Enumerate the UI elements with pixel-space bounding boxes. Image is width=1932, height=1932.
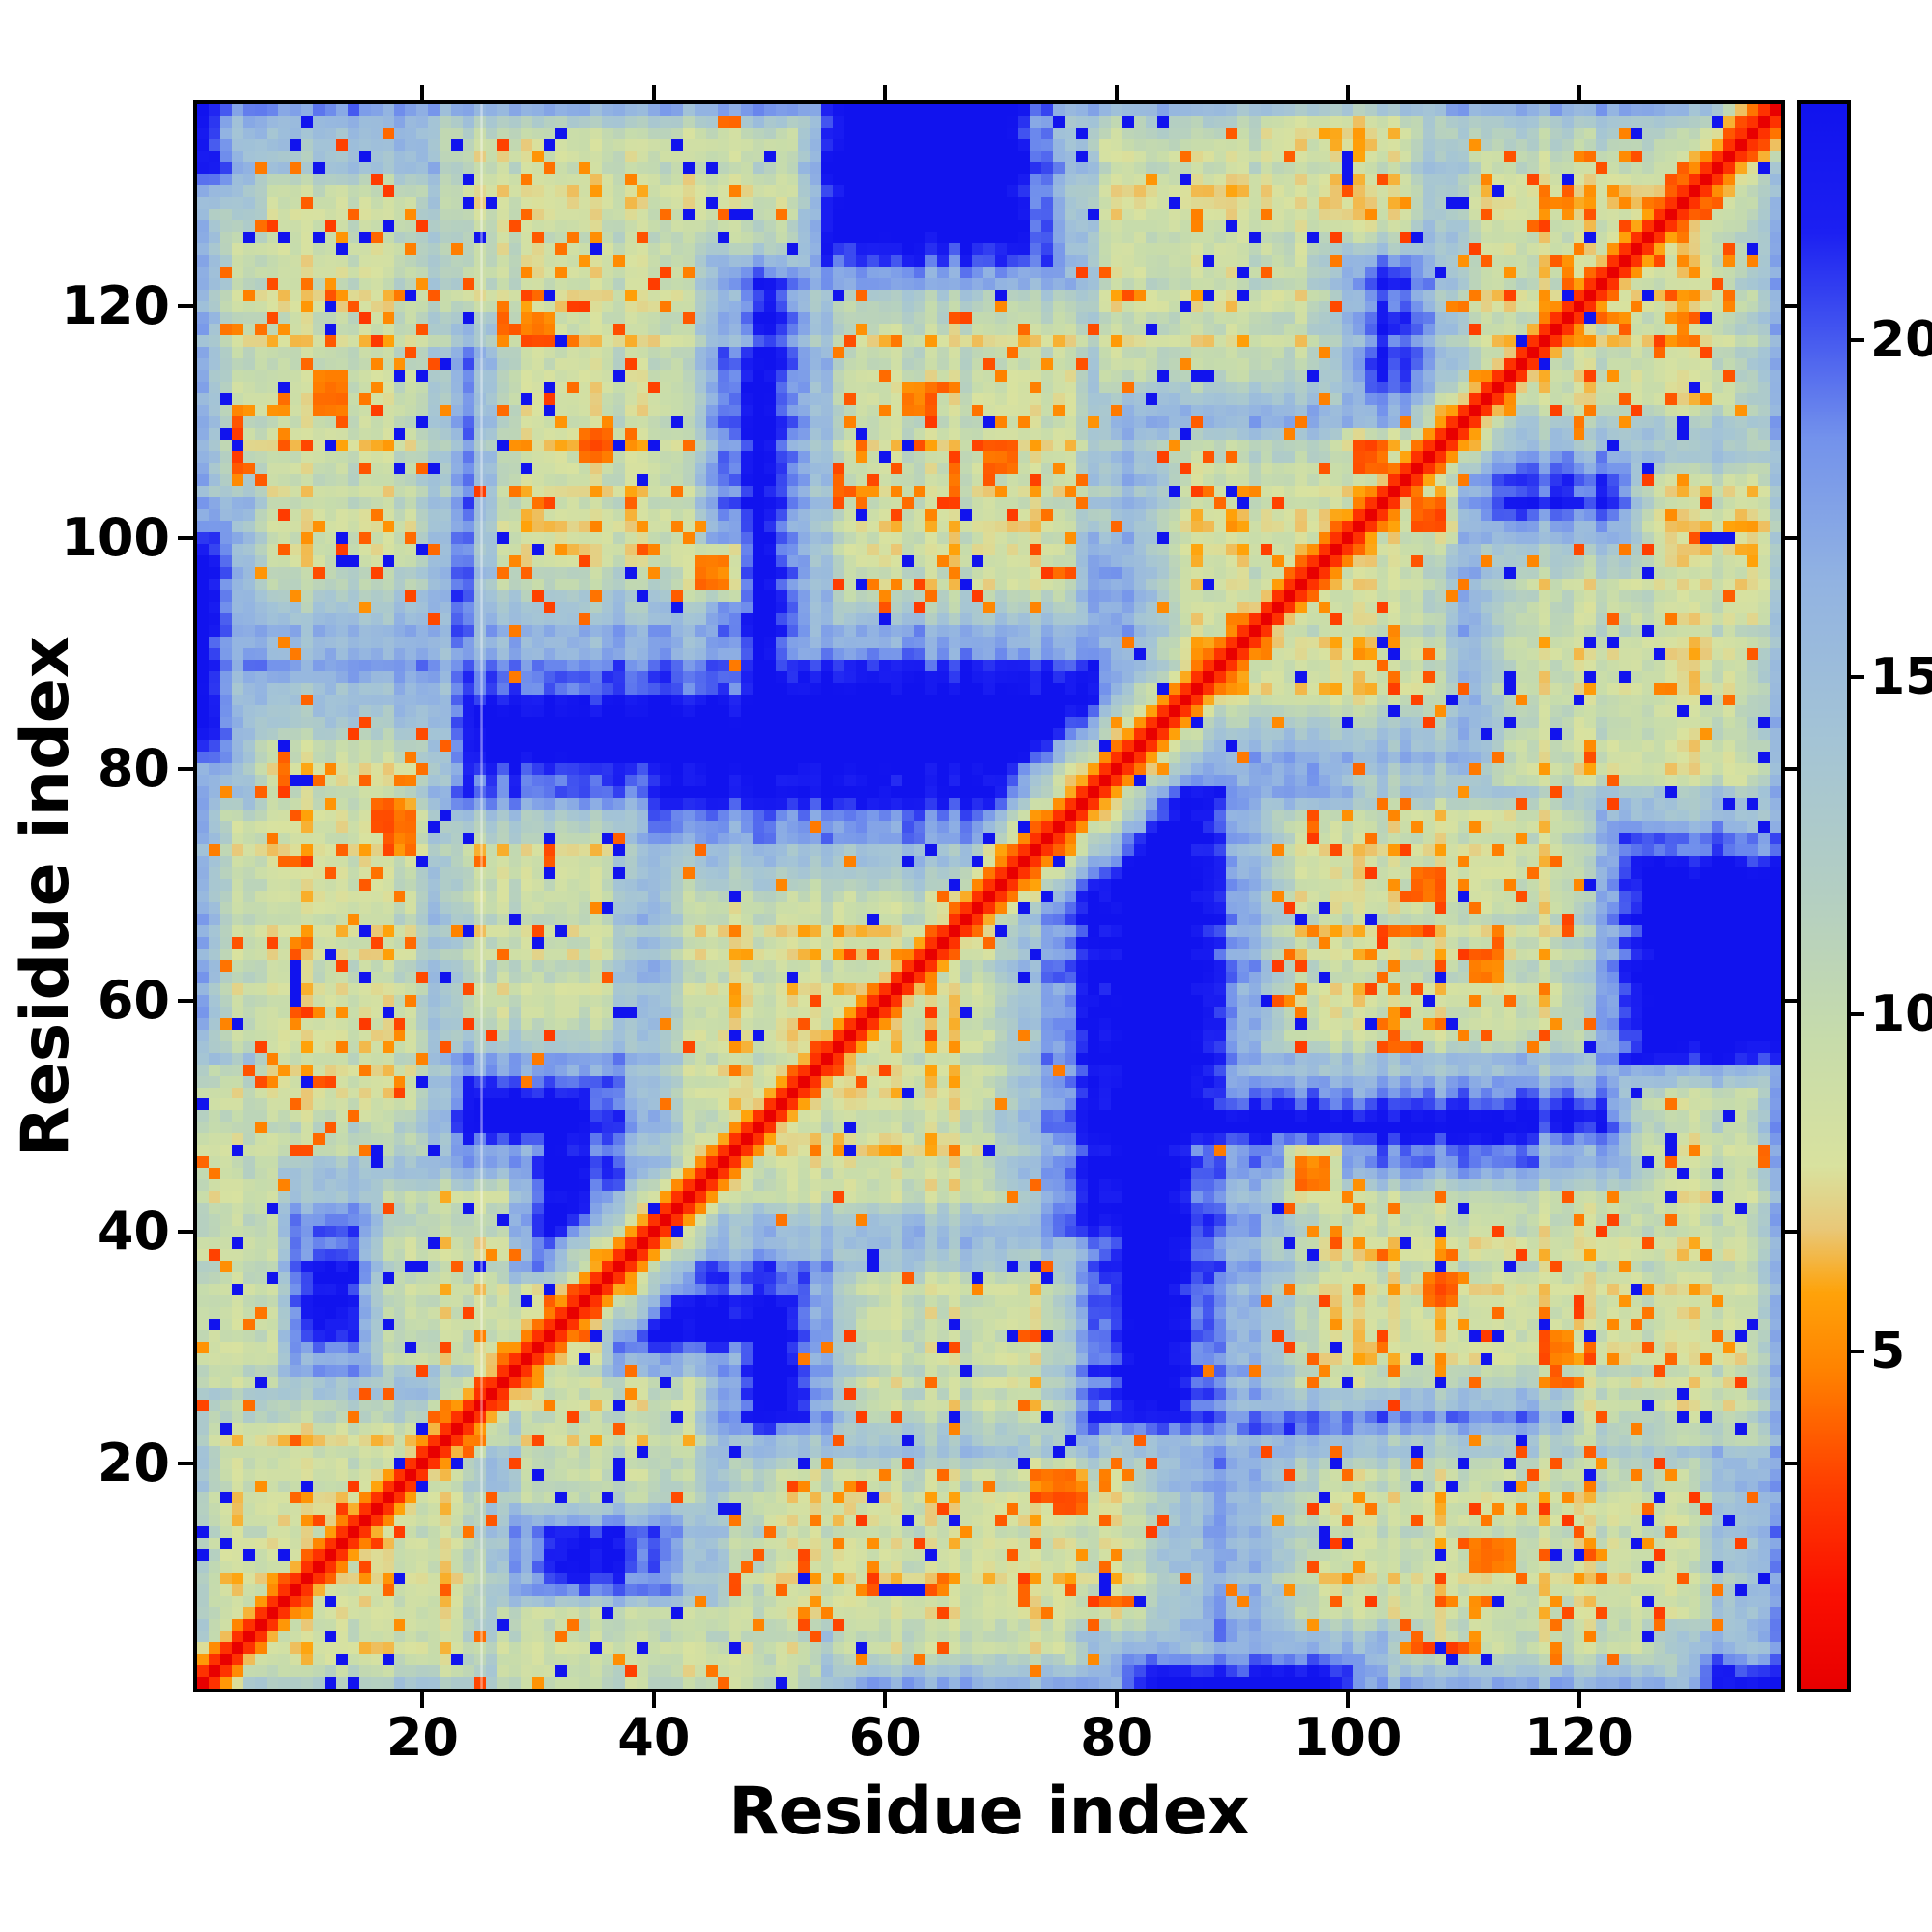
x-tick-bottom: [420, 1692, 425, 1708]
y-tick-left: [178, 304, 193, 309]
y-tick-right: [1785, 998, 1801, 1003]
x-tick-label: 120: [1524, 1707, 1634, 1768]
y-tick-left: [178, 535, 193, 540]
colorbar: [1797, 100, 1851, 1692]
y-tick-right: [1785, 304, 1801, 309]
x-tick-label: 40: [617, 1707, 691, 1768]
colorbar-tick-label: 5: [1870, 1322, 1906, 1381]
y-tick-label: 80: [97, 738, 170, 800]
y-axis-label: Residue index: [8, 636, 84, 1157]
heatmap-plot: [193, 100, 1785, 1692]
y-tick-label: 60: [97, 969, 170, 1031]
x-tick-label: 100: [1293, 1707, 1403, 1768]
x-tick-bottom: [651, 1692, 656, 1708]
x-tick-top: [1577, 85, 1581, 100]
x-tick-top: [1346, 85, 1350, 100]
y-tick-right: [1785, 767, 1801, 772]
x-tick-top: [420, 85, 425, 100]
y-tick-label: 20: [97, 1432, 170, 1493]
y-tick-label: 100: [61, 506, 170, 568]
y-tick-left: [178, 1461, 193, 1465]
x-tick-bottom: [1577, 1692, 1581, 1708]
y-tick-left: [178, 1230, 193, 1235]
colorbar-tick: [1851, 1012, 1864, 1017]
colorbar-tick: [1851, 675, 1864, 680]
y-tick-right: [1785, 1461, 1801, 1465]
x-tick-top: [1114, 85, 1119, 100]
x-tick-label: 20: [385, 1707, 459, 1768]
heatmap-canvas: [197, 104, 1781, 1689]
x-tick-bottom: [1114, 1692, 1119, 1708]
colorbar-tick: [1851, 338, 1864, 343]
x-tick-bottom: [883, 1692, 888, 1708]
y-tick-label: 40: [97, 1201, 170, 1263]
y-tick-left: [178, 998, 193, 1003]
x-tick-top: [651, 85, 656, 100]
colorbar-tick-label: 20: [1870, 311, 1932, 370]
y-tick-label: 120: [61, 275, 170, 337]
colorbar-tick-label: 10: [1870, 985, 1932, 1044]
x-tick-label: 60: [848, 1707, 922, 1768]
colorbar-tick-label: 15: [1870, 648, 1932, 707]
x-tick-label: 80: [1080, 1707, 1153, 1768]
x-tick-top: [883, 85, 888, 100]
colorbar-tick: [1851, 1350, 1864, 1354]
y-tick-right: [1785, 1230, 1801, 1235]
y-tick-left: [178, 767, 193, 772]
colorbar-gradient-canvas: [1801, 104, 1847, 1689]
y-tick-right: [1785, 535, 1801, 540]
x-tick-bottom: [1346, 1692, 1350, 1708]
x-axis-label: Residue index: [728, 1774, 1250, 1850]
